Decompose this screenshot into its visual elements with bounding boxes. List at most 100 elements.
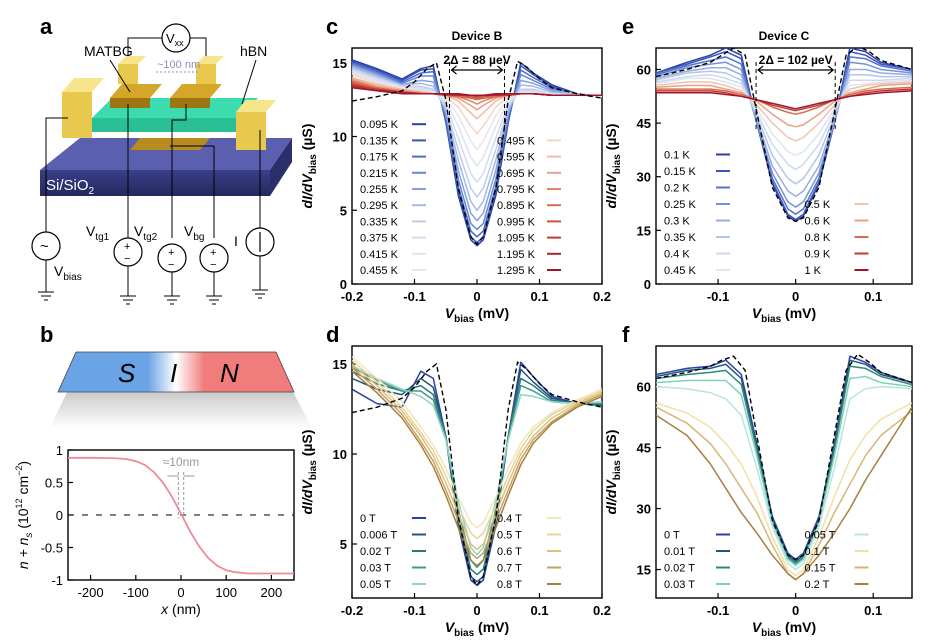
legend-entry-label: 0.175 K xyxy=(360,152,399,164)
x-tick-label: 0 xyxy=(473,289,480,304)
series-line xyxy=(352,365,602,556)
vbias-label: Vbias xyxy=(54,263,82,283)
y-tick-label: 60 xyxy=(637,380,651,395)
contact-right xyxy=(236,100,276,112)
x-tick-label: 0.1 xyxy=(530,289,548,304)
legend-entry-label: 0.2 K xyxy=(664,183,690,195)
series-line xyxy=(656,74,912,171)
x-tick-label: 0 xyxy=(473,603,480,618)
density-profile-line xyxy=(68,456,294,575)
gap-annotation: 2Δ = 88 µeV xyxy=(443,53,510,67)
legend-entry-label: 0.05 T xyxy=(360,579,391,591)
substrate-front xyxy=(40,170,270,196)
x-tick-label: -0.2 xyxy=(341,603,363,618)
series-line xyxy=(656,66,912,198)
contact-probe-2-front xyxy=(196,64,216,84)
contact-left xyxy=(62,78,104,92)
legend-entry-label: 1.195 K xyxy=(497,249,536,261)
top-gate-2 xyxy=(170,84,222,98)
series-line xyxy=(352,366,602,569)
legend-entry-label: 0.006 T xyxy=(360,530,397,542)
series-line xyxy=(656,56,912,216)
x-tick-label: 0.1 xyxy=(530,603,548,618)
x-tick-label: 0 xyxy=(792,603,799,618)
vxx-label: Vxx xyxy=(166,31,184,48)
y-tick-label: 15 xyxy=(333,56,347,71)
x-tick-label: 0.2 xyxy=(593,603,611,618)
y-tick-label: 30 xyxy=(637,170,651,185)
series-line xyxy=(656,50,912,221)
legend-entry-label: 0.995 K xyxy=(497,216,536,228)
y-tick-label: 5 xyxy=(340,203,347,218)
x-axis-label: Vbias (mV) xyxy=(752,305,816,325)
legend-entry-label: 0.4 T xyxy=(497,513,522,525)
ac-tilde: ~ xyxy=(40,238,49,255)
legend-entry-label: 0.8 K xyxy=(804,232,830,244)
series-line xyxy=(352,69,602,183)
contact-probe-1-front xyxy=(118,64,138,84)
y-tick-label: 10 xyxy=(333,447,347,462)
legend-entry-label: 0.6 K xyxy=(804,216,830,228)
top-gate-1-front xyxy=(110,98,150,108)
sin-shadow xyxy=(50,390,312,428)
legend-entry-label: 0.15 T xyxy=(804,563,835,575)
x-tick-label: 200 xyxy=(261,585,283,600)
sin-i-label: I xyxy=(170,358,177,388)
sin-strip xyxy=(57,351,295,393)
x-tick-label: 0.1 xyxy=(864,603,882,618)
contact-probe-2 xyxy=(196,56,224,64)
sin-n-label: N xyxy=(220,358,239,388)
chart-title: Device C xyxy=(759,29,810,43)
y-tick-label: -1 xyxy=(51,573,63,588)
x-axis-label: Vbias (mV) xyxy=(445,305,509,325)
back-gate xyxy=(130,138,210,150)
series-line xyxy=(656,402,912,577)
y-tick-label: 0 xyxy=(340,277,347,292)
legend-entry-label: 1 K xyxy=(804,265,821,277)
series-line xyxy=(656,77,912,157)
series-line xyxy=(656,70,912,185)
legend-entry-label: 0.6 T xyxy=(497,546,522,558)
ground-icon xyxy=(120,266,136,305)
x-axis-label: Vbias (mV) xyxy=(445,619,509,639)
y-tick-label: -0.5 xyxy=(41,541,63,556)
series-line xyxy=(656,81,912,142)
bias-wire xyxy=(45,117,68,232)
y-tick-label: 10 xyxy=(333,130,347,145)
hbn-pointer xyxy=(241,59,257,105)
gap-markers xyxy=(449,62,505,131)
gap-arrow xyxy=(757,65,835,75)
substrate-label: Si/SiO2 xyxy=(46,177,95,197)
series-line xyxy=(352,363,602,551)
tg2-plus: + xyxy=(168,247,174,259)
contact-left-front xyxy=(62,92,92,138)
series-line xyxy=(656,365,912,565)
y-axis-label: n + ns (1012 cm−2) xyxy=(14,461,35,569)
device-schematic: Si/SiO2 Vxx ~100 nm MATBG hBN xyxy=(31,23,292,305)
y-axis-label: dI/dVbias (µS) xyxy=(603,430,623,515)
gap-arrow xyxy=(450,65,504,75)
legend-entry-label: 0.215 K xyxy=(360,168,399,180)
series-line xyxy=(352,66,602,212)
legend-entry-label: 0.35 K xyxy=(664,232,696,244)
plot-frame xyxy=(655,345,913,599)
legend-entry-label: 0.3 K xyxy=(664,216,690,228)
gap-markers xyxy=(755,62,836,131)
ground-icon xyxy=(164,272,180,305)
series-line xyxy=(656,83,912,128)
legend-entry-label: 0.695 K xyxy=(497,168,536,180)
y-axis-label: dI/dVbias (µS) xyxy=(603,124,623,209)
contact-right-front xyxy=(236,112,266,150)
fit-line xyxy=(656,48,912,223)
ground-icon xyxy=(206,272,222,305)
y-tick-label: 15 xyxy=(637,223,651,238)
chart-title: Device B xyxy=(452,29,503,43)
chart-d: -0.2 -0.1 0 0.1 0.2 5 10 15 Vbias (mV) dI/dVbias … xyxy=(299,345,611,639)
legend-entry-label: 0.03 T xyxy=(360,563,391,575)
chart-b: -200 -100 0 100 200 -1 -0.5 0 0.5 1 x (nm) n + ns (… xyxy=(14,443,295,617)
legend-entry-label: 0.4 K xyxy=(664,249,690,261)
series-line xyxy=(656,48,912,223)
x-tick-label: -0.1 xyxy=(403,289,425,304)
tg1-minus: − xyxy=(124,253,130,265)
